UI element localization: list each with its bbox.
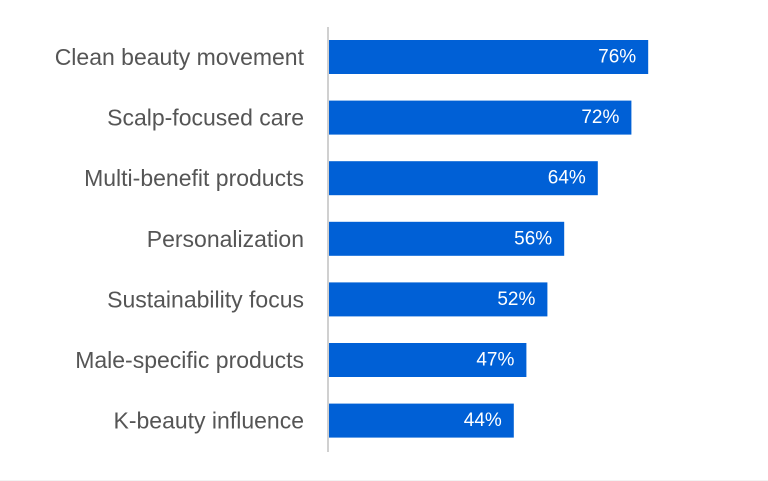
bar-value-label: 47%	[476, 350, 514, 371]
bar-value-label: 72%	[581, 107, 619, 128]
category-label: K-beauty influence	[113, 408, 304, 434]
category-labels-group: Clean beauty movement Scalp-focused care M…	[55, 44, 305, 434]
bars-group: 76% 72% 64% 56% 52% 47% 44%	[329, 40, 649, 438]
bar	[329, 100, 632, 135]
bar-value-label: 56%	[514, 228, 552, 249]
category-label: Scalp-focused care	[107, 105, 304, 131]
bar	[329, 221, 565, 256]
bar	[329, 40, 649, 74]
bar-value-label: 76%	[598, 47, 636, 68]
category-label: Clean beauty movement	[55, 44, 305, 70]
bar	[329, 282, 548, 317]
bar	[329, 343, 527, 377]
category-label: Male-specific products	[75, 347, 304, 373]
category-label: Sustainability focus	[107, 286, 304, 312]
bar-value-label: 52%	[497, 289, 535, 310]
bar-value-label: 64%	[548, 168, 586, 189]
bar	[329, 161, 598, 196]
bar-value-label: 44%	[464, 410, 502, 431]
category-label: Multi-benefit products	[84, 165, 304, 191]
category-label: Personalization	[147, 226, 304, 252]
bar	[329, 403, 514, 438]
